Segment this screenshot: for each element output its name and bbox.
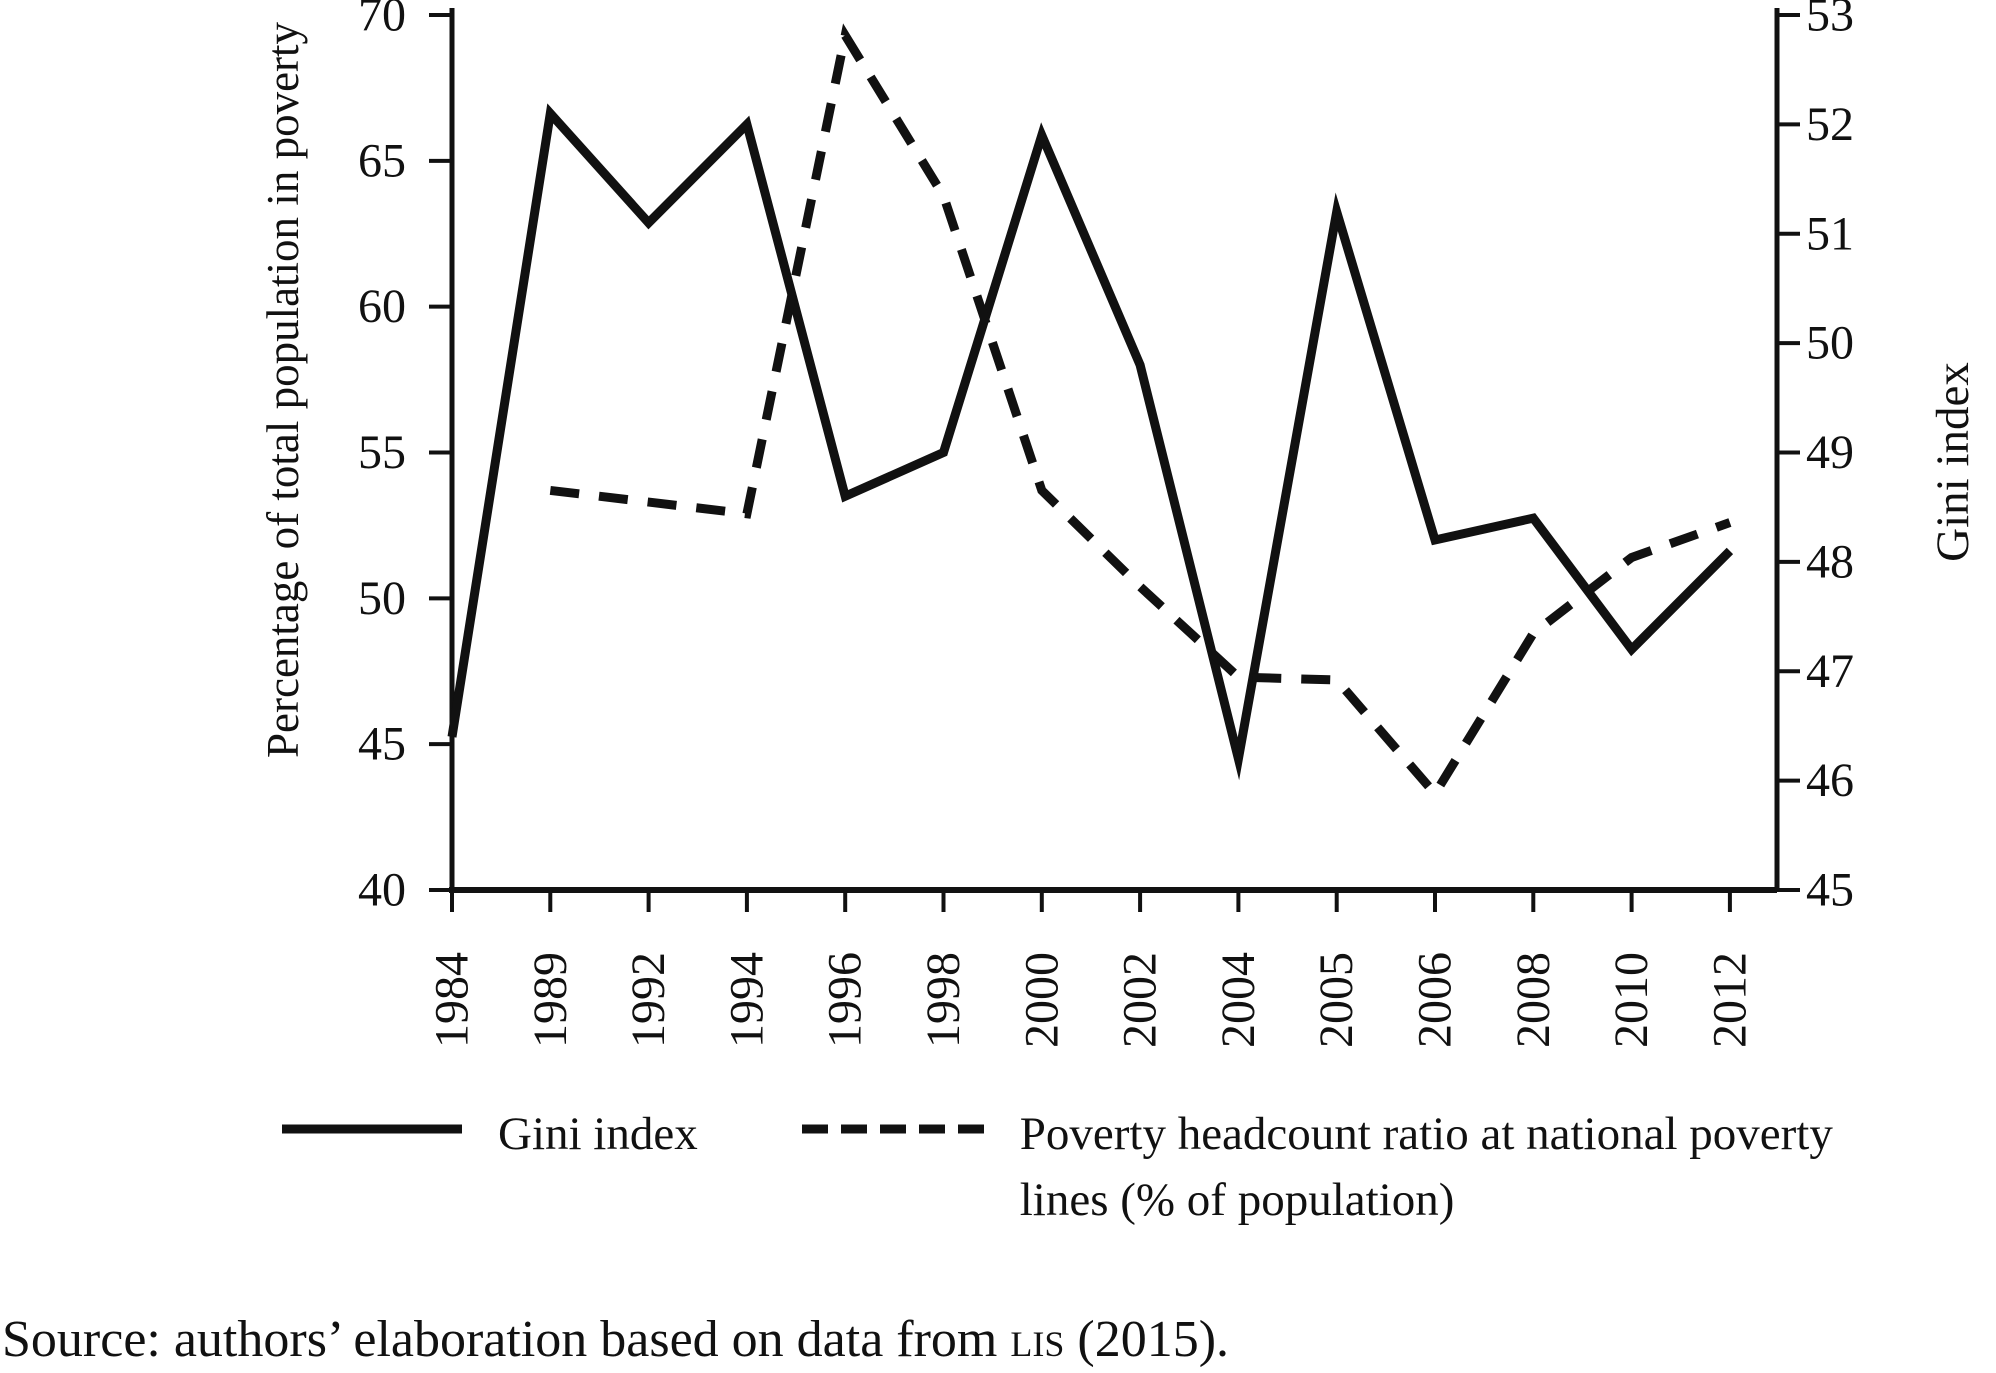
- x-axis-tick-label: 1998: [917, 952, 970, 1048]
- right-axis-tick-label: 52: [1806, 98, 1854, 151]
- left-axis-title: Percentage of total population in povert…: [258, 21, 308, 758]
- x-axis-tick-label: 2004: [1212, 952, 1265, 1048]
- x-axis-tick-label: 2000: [1015, 952, 1068, 1048]
- right-axis-tick-label: 53: [1806, 0, 1854, 42]
- series-line-gini: [447, 103, 1734, 781]
- right-axis-tick-label: 50: [1806, 317, 1854, 370]
- x-axis-tick-label: 2005: [1310, 952, 1363, 1048]
- gini-solid-line-swatch: [282, 1124, 462, 1134]
- x-axis-tick-label: 2012: [1703, 952, 1756, 1048]
- right-axis-tick-label: 49: [1806, 426, 1854, 479]
- legend-item-gini: Gini index: [282, 1102, 698, 1168]
- legend-label-line: lines (% of population): [1019, 1173, 1455, 1226]
- x-axis-tick-label: 2006: [1409, 952, 1462, 1048]
- legend-label-line: Gini index: [498, 1108, 698, 1160]
- left-axis-tick-label: 45: [358, 718, 406, 771]
- right-axis-tick-label: 47: [1806, 645, 1854, 698]
- x-axis-tick-label: 1989: [524, 952, 577, 1048]
- left-axis-tick-label: 40: [358, 864, 406, 917]
- left-axis-tick-label: 65: [358, 134, 406, 187]
- left-axis-tick-label: 55: [358, 426, 406, 479]
- chart-legend: Gini index Poverty headcount ratio at na…: [282, 1102, 1833, 1234]
- right-axis-tick-label: 46: [1806, 754, 1854, 807]
- right-axis-tick-label: 45: [1806, 864, 1854, 917]
- legend-label-gini: Gini index: [498, 1102, 698, 1168]
- right-axis-tick-label: 48: [1806, 535, 1854, 588]
- legend-item-poverty: Poverty headcount ratio at national pove…: [801, 1102, 1833, 1234]
- x-axis-tick-label: 2002: [1114, 952, 1167, 1048]
- x-axis-tick-label: 2010: [1605, 952, 1658, 1048]
- source-note-prefix: Source: authors’ elaboration based on da…: [2, 1311, 1011, 1368]
- source-note-acronym: lis: [1010, 1311, 1065, 1368]
- x-axis-tick-label: 1996: [819, 952, 872, 1048]
- left-axis-tick-label: 60: [358, 280, 406, 333]
- series-line-poverty: [549, 23, 1732, 802]
- right-axis-title: Gini index: [1927, 362, 1979, 562]
- left-axis-tick-label: 50: [358, 572, 406, 625]
- x-axis-tick-label: 1992: [622, 952, 675, 1048]
- x-axis-tick-label: 1994: [720, 952, 773, 1048]
- source-note-suffix: (2015).: [1064, 1311, 1230, 1368]
- poverty-dashed-line-swatch: [801, 1124, 984, 1134]
- x-axis-tick-label: 1984: [426, 952, 479, 1048]
- source-note: Source: authors’ elaboration based on da…: [2, 1310, 1229, 1369]
- left-axis-tick-label: 70: [358, 0, 406, 42]
- right-axis-tick-label: 51: [1806, 207, 1854, 260]
- x-axis-tick-label: 2008: [1507, 952, 1560, 1048]
- legend-label-poverty: Poverty headcount ratio at national pove…: [1020, 1102, 1833, 1234]
- legend-label-line: Poverty headcount ratio at national pove…: [1019, 1108, 1833, 1160]
